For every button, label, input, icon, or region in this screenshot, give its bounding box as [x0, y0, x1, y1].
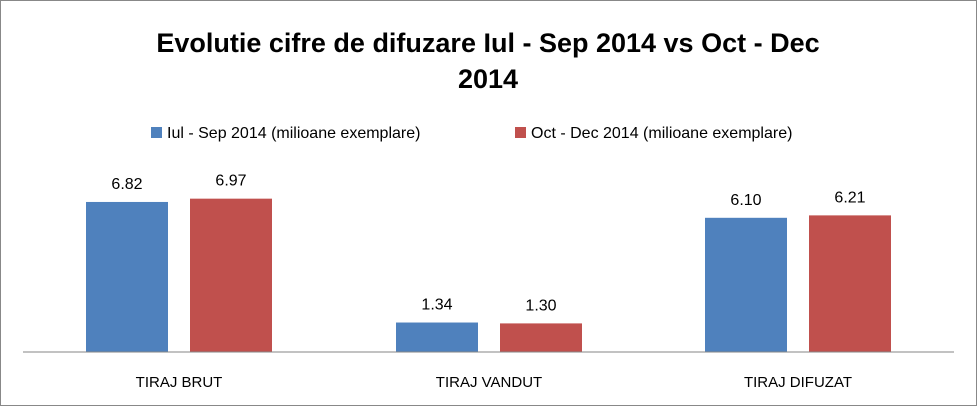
data-label-series-2-cat-3: 6.21 [834, 189, 865, 206]
bar-series-2-cat-2 [500, 323, 582, 352]
chart-title-line-2: 2014 [458, 64, 518, 94]
data-label-series-1-cat-2: 1.34 [421, 297, 452, 314]
plot-area: 6.82 6.97 TIRAJ BRUT 1.34 1.30 TIRAJ VANDUT 6.… [86, 173, 891, 391]
category-label-3: TIRAJ DIFUZAT [744, 374, 852, 391]
data-label-series-1-cat-1: 6.82 [111, 176, 142, 193]
bar-series-1-cat-2 [396, 322, 478, 352]
data-label-series-2-cat-1: 6.97 [215, 173, 246, 190]
bar-series-2-cat-1 [190, 198, 272, 352]
legend-label-series-1: Iul - Sep 2014 (milioane exemplare) [167, 125, 420, 142]
legend-swatch-series-2 [515, 127, 526, 138]
legend-label-series-2: Oct - Dec 2014 (milioane exemplare) [531, 125, 792, 142]
chart-title-line-1: Evolutie cifre de difuzare Iul - Sep 201… [156, 28, 819, 58]
bar-series-2-cat-3 [809, 215, 891, 352]
legend-swatch-series-1 [151, 127, 162, 138]
bar-series-1-cat-3 [705, 217, 787, 352]
data-label-series-1-cat-3: 6.10 [730, 192, 761, 209]
data-label-series-2-cat-2: 1.30 [525, 297, 556, 314]
legend: Iul - Sep 2014 (milioane exemplare) Oct … [151, 125, 792, 142]
category-label-1: TIRAJ BRUT [136, 374, 223, 391]
bar-series-1-cat-1 [86, 201, 168, 352]
category-label-2: TIRAJ VANDUT [436, 374, 542, 391]
